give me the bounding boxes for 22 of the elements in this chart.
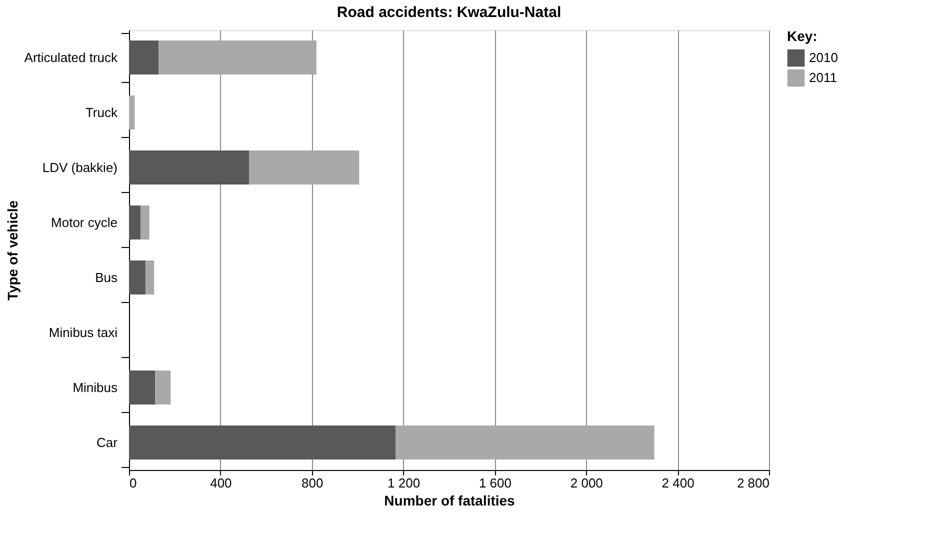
chart-title: Road accidents: KwaZulu-Natal bbox=[336, 4, 562, 21]
y-tick-label: Bus bbox=[95, 270, 118, 285]
x-tick-label: 2 000 bbox=[570, 476, 603, 490]
y-tick-label: Truck bbox=[85, 105, 118, 120]
x-tick-label: 1 200 bbox=[388, 476, 420, 490]
y-tick-label: LDV (bakkie) bbox=[42, 160, 118, 175]
x-tick-label: 2 800 bbox=[736, 476, 770, 490]
y-tick-label: Minibus bbox=[72, 380, 118, 395]
legend-label: 2011 bbox=[809, 70, 837, 85]
y-axis-title: Type of vehicle bbox=[4, 200, 20, 301]
y-tick-label: Motor cycle bbox=[51, 215, 118, 230]
y-tick-label: Articulated truck bbox=[24, 50, 118, 65]
x-tick-label: 1 600 bbox=[478, 476, 512, 490]
legend-title: Key: bbox=[787, 28, 818, 44]
y-tick-label: Car bbox=[96, 435, 118, 450]
legend-label: 2010 bbox=[809, 50, 838, 65]
x-axis-title: Number of fatalities bbox=[384, 492, 516, 508]
y-tick-label: Minibus taxi bbox=[48, 325, 118, 340]
x-tick-label: 2 400 bbox=[662, 476, 694, 490]
x-tick-label: 0 bbox=[130, 476, 137, 490]
x-tick-label: 800 bbox=[302, 476, 324, 490]
x-tick-label: 400 bbox=[210, 476, 232, 490]
